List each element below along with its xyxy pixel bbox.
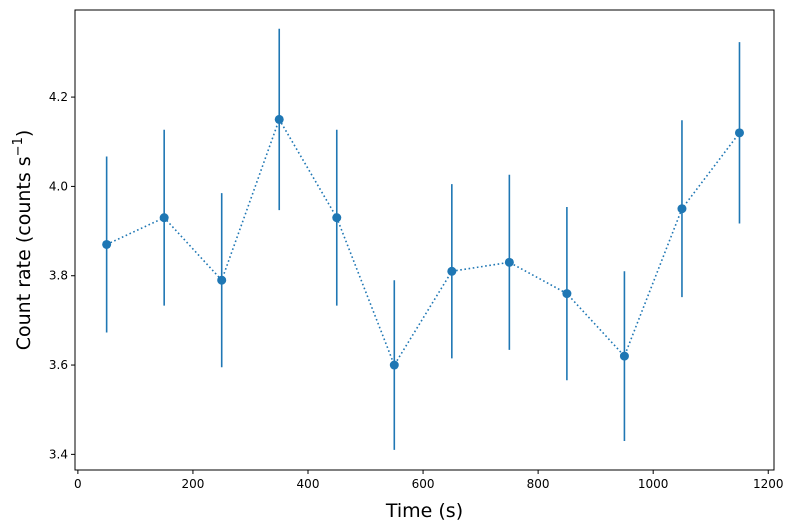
y-tick-label: 3.8: [49, 269, 68, 283]
x-tick-label: 1200: [753, 477, 784, 491]
series-layer: [102, 28, 744, 450]
data-point: [159, 213, 169, 223]
x-axis-title: Time (s): [385, 500, 463, 522]
data-point: [102, 239, 112, 249]
data-point: [677, 204, 687, 214]
axis-layer: 0 200 400 600 800 1000 1200 3.4 3.6 3.8 4.0 4.2: [49, 90, 784, 491]
y-tick-label: 3.6: [49, 358, 68, 372]
x-tick-label: 1000: [638, 477, 669, 491]
y-axis-title-close: ): [13, 130, 35, 137]
x-tick-label: 800: [527, 477, 550, 491]
data-point: [274, 114, 284, 124]
y-axis-title-superscript: −1: [11, 137, 26, 156]
plot-frame: [74, 9, 775, 471]
y-axis-title: Count rate (counts s−1): [11, 130, 35, 351]
data-point: [389, 360, 399, 370]
x-tick-label: 600: [412, 477, 435, 491]
x-tick-label: 0: [74, 477, 82, 491]
y-axis-title-main: Count rate (counts s: [13, 156, 35, 350]
y-tick-label: 4.0: [49, 179, 68, 193]
data-point: [504, 257, 514, 267]
data-point: [217, 275, 227, 285]
y-tick-label: 4.2: [49, 90, 68, 104]
data-point: [734, 128, 744, 138]
data-point: [447, 266, 457, 276]
data-point: [332, 213, 342, 223]
y-tick-label: 3.4: [49, 447, 68, 461]
plot-background: [75, 10, 774, 470]
x-tick-label: 400: [297, 477, 320, 491]
x-tick-label: 200: [181, 477, 204, 491]
data-point: [562, 289, 572, 299]
data-point: [619, 351, 629, 361]
